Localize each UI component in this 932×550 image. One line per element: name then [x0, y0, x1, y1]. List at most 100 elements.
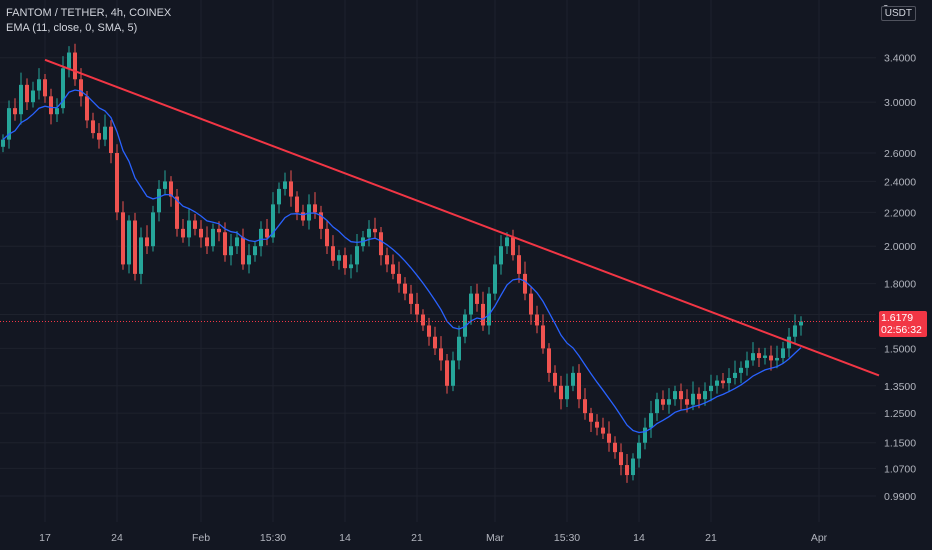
candle-body: [547, 348, 551, 373]
trendline[interactable]: [44, 58, 880, 377]
price-tick-label: 1.8000: [884, 279, 916, 291]
trendline-segment: [44, 58, 880, 377]
price-tick-label: 1.3500: [884, 381, 916, 393]
candle-body: [91, 120, 95, 134]
candle-body: [757, 353, 761, 358]
candle-body: [391, 264, 395, 274]
currency-badge[interactable]: USDT: [880, 6, 916, 21]
price-tick-label: 2.2000: [884, 207, 916, 219]
candle-body: [481, 303, 485, 326]
candle-body: [73, 52, 77, 80]
candle-body: [367, 228, 371, 238]
time-tick-label: Mar: [486, 532, 505, 544]
candle-body: [589, 413, 593, 422]
candle-body: [703, 391, 707, 400]
candle-body: [559, 385, 563, 400]
candle-body: [55, 108, 59, 115]
candle-body: [343, 255, 347, 269]
candle-body: [763, 355, 767, 358]
candle-body: [277, 188, 281, 205]
candle-body: [13, 108, 17, 115]
candle-body: [733, 372, 737, 378]
candle-body: [253, 246, 257, 256]
candle-body: [445, 360, 449, 386]
candle-body: [373, 228, 377, 233]
time-tick-label: Feb: [192, 532, 210, 544]
candle-body: [295, 196, 299, 213]
candle-body: [619, 452, 623, 466]
price-tick-label: 2.6000: [884, 148, 916, 160]
candle-body: [667, 399, 671, 405]
candle-body: [337, 255, 341, 261]
candle-body: [169, 181, 173, 197]
candle-body: [163, 181, 167, 189]
time-tick-label: 15:30: [260, 532, 286, 544]
candle-body: [751, 353, 755, 361]
candle-body: [571, 372, 575, 386]
candle-body: [655, 399, 659, 414]
candle-body: [739, 367, 743, 373]
candle-body: [727, 377, 731, 384]
candle-body: [793, 325, 797, 337]
chart-legend: FANTOM / TETHER, 4h, COINEX EMA (11, clo…: [6, 6, 171, 36]
price-tick-label: 3.4000: [884, 53, 916, 65]
time-axis[interactable]: 17 24 Feb 15:30 14 21 Mar 15:30 14 21 Apr: [39, 532, 828, 544]
candle-body: [511, 237, 515, 256]
symbol-title[interactable]: FANTOM / TETHER, 4h, COINEX: [6, 7, 172, 19]
candle-body: [673, 391, 677, 400]
time-tick-label: 14: [339, 532, 351, 544]
time-tick-label: Apr: [811, 532, 828, 544]
candle-body: [715, 380, 719, 386]
time-tick-label: 14: [633, 532, 645, 544]
candle-body: [433, 336, 437, 349]
candle-body: [613, 442, 617, 453]
candle-body: [205, 237, 209, 247]
price-tick-label: 2.0000: [884, 241, 916, 253]
candle-body: [1, 139, 5, 147]
candle-body: [421, 314, 425, 326]
candle-body: [799, 321, 803, 326]
candle-body: [319, 212, 323, 229]
price-tick-label: 3.0000: [884, 97, 916, 109]
candle-body: [529, 293, 533, 315]
candle-body: [7, 108, 11, 140]
candle-body: [787, 336, 791, 349]
candle-body: [415, 303, 419, 315]
price-axis[interactable]: 3.4000 3.0000 2.6000 2.4000 2.2000 2.0000 1.80…: [884, 53, 916, 503]
candle-body: [349, 264, 353, 269]
bar-countdown: 02:56:32: [881, 324, 922, 336]
candle-body: [565, 385, 569, 400]
candle-body: [157, 188, 161, 213]
indicator-label[interactable]: EMA (11, close, 0, SMA, 5): [6, 22, 138, 34]
candle-body: [97, 133, 101, 140]
candle-body: [187, 220, 191, 238]
candle-body: [463, 314, 467, 337]
ema-line: [2, 89, 802, 434]
candle-body: [535, 314, 539, 326]
candle-body: [505, 237, 509, 247]
candle-body: [745, 360, 749, 368]
candle-body: [409, 293, 413, 304]
ema-polyline: [2, 89, 802, 434]
price-tick-label: 2.4000: [884, 176, 916, 188]
candle-body: [517, 255, 521, 274]
last-price-value: 1.6179: [881, 312, 914, 324]
candle-body: [241, 237, 245, 265]
candle-body: [499, 246, 503, 265]
candle-body: [193, 220, 197, 229]
candle-body: [259, 228, 263, 247]
candle-body: [631, 458, 635, 476]
candle-body: [541, 325, 545, 349]
candle-body: [283, 181, 287, 189]
candle-body: [469, 293, 473, 315]
candle-body: [61, 68, 65, 109]
candle-body: [235, 237, 239, 247]
candle-body: [289, 181, 293, 197]
candle-body: [115, 153, 119, 213]
candle-body: [139, 237, 143, 274]
candle-body: [775, 357, 779, 361]
candle-body: [19, 84, 23, 115]
candle-body: [385, 255, 389, 265]
candle-body: [31, 90, 35, 103]
